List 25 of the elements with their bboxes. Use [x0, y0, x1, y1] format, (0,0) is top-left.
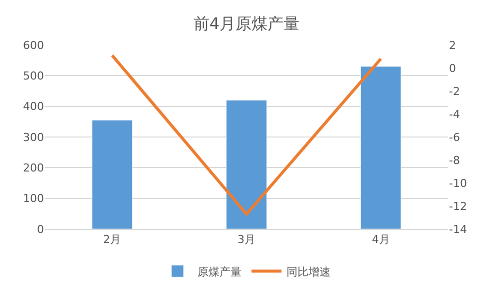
y-tick-label: 500 [23, 70, 44, 83]
y-tick-label: 300 [23, 130, 44, 144]
y2-tick-label: -10 [449, 176, 467, 190]
y-tick-label: 200 [23, 162, 44, 175]
y2-tick-label: -14 [449, 222, 467, 236]
bar [226, 100, 267, 229]
x-tick-label: 2月 [103, 233, 122, 246]
x-tick-label: 4月 [372, 233, 390, 246]
y2-tick-label: -6 [449, 130, 460, 144]
y-tick-label: 400 [23, 100, 44, 114]
y2-tick-label: -4 [449, 108, 460, 121]
x-tick-label: 3月 [238, 233, 256, 246]
y2-tick-label: -12 [449, 200, 467, 213]
legend-label: 同比增速 [286, 265, 330, 278]
y-tick-label: 600 [23, 38, 44, 52]
y-tick-label: 100 [23, 192, 44, 206]
y-tick-label: 0 [37, 222, 44, 236]
bar [360, 66, 402, 229]
legend-label: 原煤产量 [198, 265, 242, 278]
y2-tick-label: 2 [449, 38, 456, 52]
chart-title: 前4月原煤产量 [193, 14, 300, 34]
y2-tick-label: 0 [449, 62, 456, 75]
y2-tick-label: -2 [449, 84, 460, 98]
y2-tick-label: -8 [449, 154, 460, 167]
bar [92, 120, 133, 229]
